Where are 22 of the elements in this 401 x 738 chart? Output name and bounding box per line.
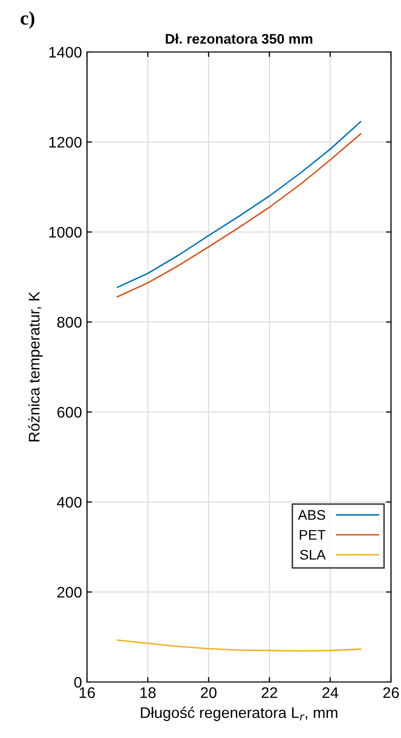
y-tick-label: 0 bbox=[74, 676, 82, 688]
y-tick-label: 600 bbox=[57, 406, 82, 418]
x-tick-label: 22 bbox=[262, 687, 278, 698]
x-tick-label: 24 bbox=[322, 687, 338, 698]
x-tick-label: 18 bbox=[140, 687, 156, 698]
x-tick-label: 16 bbox=[80, 687, 95, 698]
x-tick-label: 26 bbox=[383, 687, 399, 698]
legend-label: SLA bbox=[300, 550, 326, 560]
y-tick-label: 1000 bbox=[49, 226, 82, 238]
legend-label: ABS bbox=[298, 510, 326, 520]
y-tick-label: 1200 bbox=[49, 136, 82, 148]
x-tick-label: 20 bbox=[200, 687, 216, 698]
legend-label: PET bbox=[300, 530, 326, 540]
text: c) bbox=[20, 11, 34, 29]
y-tick-label: 200 bbox=[57, 586, 82, 598]
x-axis-title: Długość regeneratora L$_{r}$, mm bbox=[140, 706, 338, 722]
chart-title: Dł. rezonatora 350 mm bbox=[166, 34, 312, 44]
y-tick-label: 1400 bbox=[49, 46, 82, 58]
y-axis-title: Różnica temperatur, K bbox=[28, 292, 43, 442]
line-series bbox=[116, 639, 362, 652]
y-tick-label: 800 bbox=[57, 316, 82, 328]
y-tick-label: 400 bbox=[57, 496, 82, 508]
